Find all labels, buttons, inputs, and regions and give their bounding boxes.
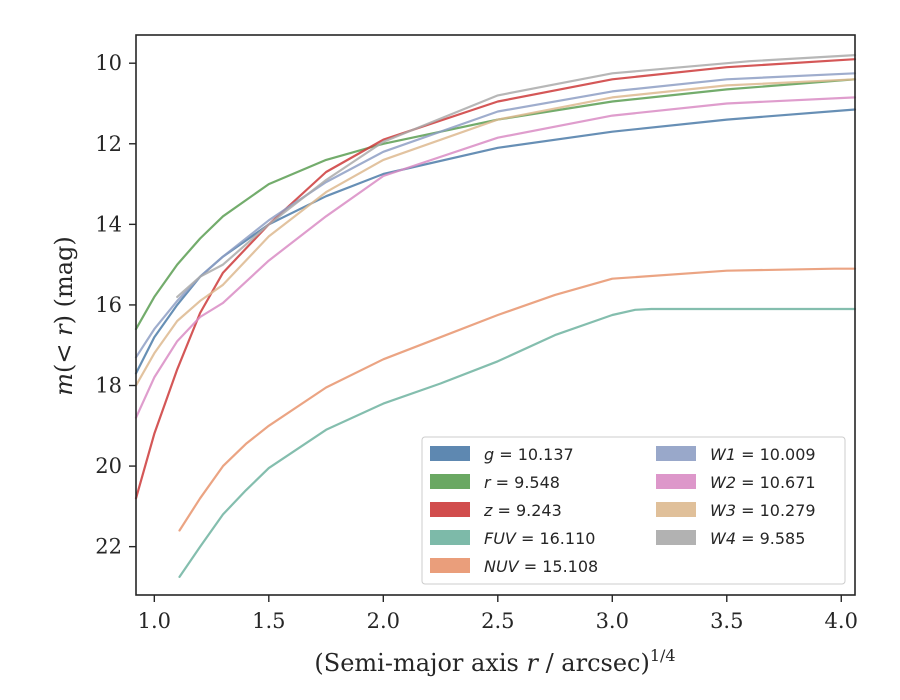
x-axis-ticks: 1.0 1.5 2.0 2.5 3.0 3.5 4.0 (138, 595, 858, 633)
legend: g = 10.137 r = 9.548 z = 9.243 FUV = 16.110… (421, 436, 846, 585)
series-line-w2 (134, 96, 857, 419)
x-tick-label: 1.0 (138, 609, 171, 633)
legend-label: z = 9.243 (483, 501, 562, 520)
legend-label: g = 10.137 (484, 445, 574, 464)
y-tick-label: 18 (95, 374, 122, 398)
x-tick-label: 2.5 (481, 609, 514, 633)
plot-frame (135, 34, 856, 596)
legend-label: W2 = 10.671 (710, 473, 816, 492)
legend-swatch (430, 558, 470, 573)
series-line-z (134, 58, 857, 500)
legend-item-w3: W3 = 10.279 (656, 501, 816, 520)
series-line-fuv (178, 307, 857, 579)
legend-swatch (656, 446, 696, 461)
legend-swatch (656, 530, 696, 545)
series-layer (134, 53, 857, 579)
y-tick-label: 10 (95, 51, 122, 75)
legend-item-r: r = 9.548 (430, 473, 560, 492)
legend-box (421, 436, 846, 585)
y-axis-label: m(< r) (mag) (50, 236, 78, 396)
y-tick-label: 20 (95, 454, 122, 478)
x-tick-label: 3.0 (596, 609, 629, 633)
series-line-w1 (134, 72, 857, 359)
legend-swatch (430, 530, 470, 545)
x-axis-label: (Semi-major axis r / arcsec)1/4 (314, 646, 675, 677)
legend-swatch (656, 474, 696, 489)
legend-item-z: z = 9.243 (430, 501, 562, 520)
legend-label: W4 = 9.585 (710, 529, 805, 548)
legend-swatch (656, 502, 696, 517)
legend-label: W3 = 10.279 (710, 501, 816, 520)
x-tick-label: 1.5 (252, 609, 285, 633)
legend-label: r = 9.548 (484, 473, 560, 492)
legend-label: FUV = 16.110 (484, 529, 595, 548)
x-tick-label: 2.0 (367, 609, 400, 633)
legend-item-w4: W4 = 9.585 (656, 529, 805, 548)
y-tick-label: 16 (95, 293, 122, 317)
legend-swatch (430, 474, 470, 489)
y-tick-label: 22 (95, 535, 122, 559)
legend-label: NUV = 15.108 (484, 557, 598, 576)
y-axis-ticks: 10 12 14 16 18 20 22 (95, 51, 136, 559)
series-line-g (134, 108, 857, 375)
series-line-r (134, 78, 857, 331)
legend-item-fuv: FUV = 16.110 (430, 529, 595, 548)
legend-swatch (430, 502, 470, 517)
x-tick-label: 3.5 (710, 609, 743, 633)
legend-items: g = 10.137 r = 9.548 z = 9.243 FUV = 16.110… (430, 445, 816, 576)
legend-item-w1: W1 = 10.009 (656, 445, 816, 464)
legend-item-w2: W2 = 10.671 (656, 473, 816, 492)
y-tick-label: 12 (95, 132, 122, 156)
legend-item-nuv: NUV = 15.108 (430, 557, 598, 576)
series-line-w4 (176, 53, 857, 298)
legend-item-g: g = 10.137 (430, 445, 574, 464)
x-tick-label: 4.0 (825, 609, 858, 633)
series-line-w3 (134, 78, 857, 387)
legend-swatch (430, 446, 470, 461)
y-tick-label: 14 (95, 212, 122, 236)
series-line-nuv (178, 267, 857, 532)
legend-label: W1 = 10.009 (710, 445, 816, 464)
